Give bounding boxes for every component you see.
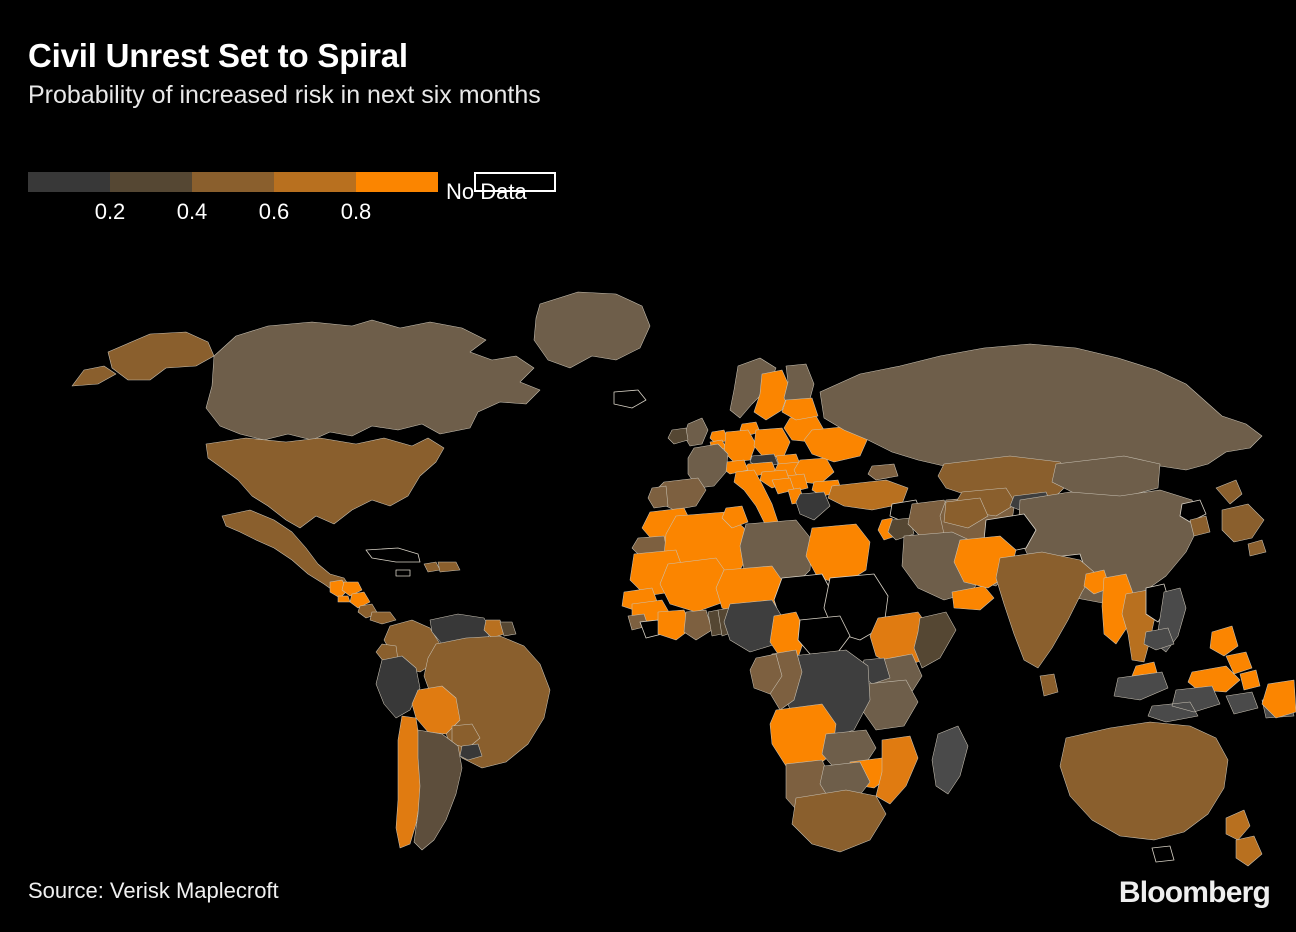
country-dominican-republic: Dominican Republic — 0.55 <box>437 561 461 573</box>
country-mali: Mali — 0.85 <box>659 557 731 613</box>
country-south-korea: South Korea — 0.55 <box>1189 515 1211 537</box>
legend-swatch-0 <box>28 172 110 192</box>
country-south-africa: South Africa — 0.55 <box>791 789 887 853</box>
legend: 0.2 0.4 0.6 0.8 <box>28 172 556 229</box>
country-alaska: Alaska — 0.55 <box>71 331 215 387</box>
country-turkey: Turkey — 0.65 <box>827 479 909 511</box>
country-india: India — 0.55 <box>995 551 1095 669</box>
country-argentina: Argentina — 0.33 <box>413 729 463 851</box>
country-iceland: Iceland — No Data <box>613 389 647 409</box>
map-svg: Alaska — 0.55Canada — 0.33Greenland — 0.… <box>0 248 1296 868</box>
legend-swatch-3 <box>274 172 356 192</box>
country-cambodia: Cambodia — 0.12 <box>1143 627 1175 651</box>
legend-tick-0.6: 0.6 <box>258 199 290 224</box>
country-indonesia: Indonesia — 0.12 <box>1113 671 1295 723</box>
legend-tick-0.8: 0.8 <box>340 199 372 224</box>
legend-nodata-label: No Data <box>446 179 527 204</box>
brand-logo: Bloomberg <box>1118 876 1271 909</box>
country-cuba: Cuba — No Data <box>365 547 421 563</box>
country-nicaragua: Nicaragua — 0.85 <box>349 591 371 609</box>
country-france: France — 0.33 <box>687 443 729 489</box>
nodata-box-icon <box>474 172 556 192</box>
legend-nodata-swatch <box>474 172 556 192</box>
country-ivory-coast: Ivory Coast — 0.85 <box>657 609 693 641</box>
country-ireland: Ireland — 0.33 <box>667 427 689 445</box>
country-nigeria: Nigeria — 0.12 <box>723 599 785 653</box>
legend-tick-labels: 0.2 0.4 0.6 0.8 <box>28 199 438 229</box>
legend-swatch-2 <box>192 172 274 192</box>
country-portugal: Portugal — 0.45 <box>647 485 669 509</box>
country-sri-lanka: Sri Lanka — 0.55 <box>1039 673 1059 697</box>
legend-swatch-row <box>28 172 556 192</box>
country-el-salvador: El Salvador — 0.85 <box>337 595 351 603</box>
country-greece: Greece — 0.12 <box>795 491 831 521</box>
country-australia: Australia — 0.55 <box>1059 721 1229 841</box>
legend-swatch-1 <box>110 172 192 192</box>
country-panama: Panama — 0.55 <box>369 611 397 625</box>
country-russia: Russia — 0.38 <box>819 343 1263 479</box>
country-uruguay: Uruguay — 0.12 <box>459 743 483 761</box>
country-norway: Norway — 0.33 <box>729 357 777 419</box>
page-title: Civil Unrest Set to Spiral <box>28 37 408 74</box>
country-honduras: Honduras — 0.85 <box>341 581 363 597</box>
legend-tick-0.4: 0.4 <box>176 199 208 224</box>
country-new-zealand: New Zealand — 0.65 <box>1225 809 1263 867</box>
country-gabon: Gabon — 0.45 <box>749 653 783 695</box>
country-somalia: Somalia — 0.33 <box>913 611 957 669</box>
country-canada: Canada — 0.33 <box>205 319 541 441</box>
country-greenland: Greenland — 0.33 <box>533 291 651 369</box>
country-yemen: Yemen — 0.85 <box>951 585 995 611</box>
country-tasmania: Tasmania — No Data <box>1151 845 1175 863</box>
country-turkmenistan: Turkmenistan — 0.55 <box>943 497 989 529</box>
country-united-states: United States — 0.55 <box>205 437 445 529</box>
country-sweden: Sweden — 0.85 <box>753 369 791 421</box>
country-paraguay: Paraguay — 0.55 <box>451 723 481 749</box>
legend-tick-0.2: 0.2 <box>94 199 126 224</box>
country-baltics: Baltics — 0.85 <box>781 397 819 421</box>
country-papua-new-guinea: Papua New Guinea — 0.85 <box>1261 679 1296 719</box>
country-peru: Peru — 0.12 <box>375 655 421 719</box>
legend-color-scale <box>28 172 438 192</box>
country-madagascar: Madagascar — 0.12 <box>931 725 969 795</box>
source-note: Source: Verisk Maplecroft <box>28 878 279 903</box>
country-jamaica: Jamaica — No Data <box>395 569 411 577</box>
country-suriname: Suriname — 0.33 <box>499 621 517 637</box>
page-subtitle: Probability of increased risk in next si… <box>28 80 541 109</box>
legend-swatch-4 <box>356 172 438 192</box>
country-layer: Alaska — 0.55Canada — 0.33Greenland — 0.… <box>71 291 1296 867</box>
country-philippines: Philippines — 0.85 <box>1209 625 1261 691</box>
country-tunisia: Tunisia — 0.85 <box>721 505 749 529</box>
country-japan: Japan — 0.55 <box>1215 479 1267 557</box>
country-bolivia: Bolivia — 0.75 <box>411 685 461 735</box>
country-georgia: Georgia — 0.45 <box>867 463 899 481</box>
country-ghana: Ghana — 0.45 <box>683 609 713 641</box>
country-mozambique: Mozambique — 0.75 <box>875 735 919 805</box>
chart-header: Civil Unrest Set to Spiral Probability o… <box>28 37 541 110</box>
world-choropleth-map: Alaska — 0.55Canada — 0.33Greenland — 0.… <box>0 248 1296 868</box>
